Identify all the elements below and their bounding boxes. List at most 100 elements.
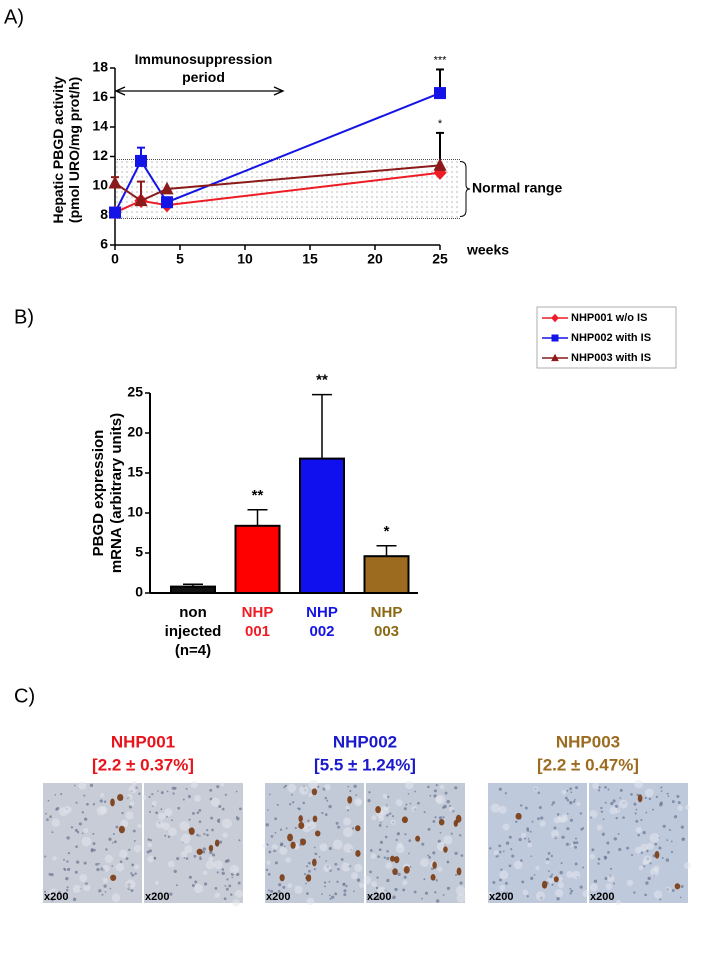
x-tick-label: 25: [432, 251, 448, 267]
nucleus: [128, 848, 131, 851]
nucleus: [655, 795, 659, 799]
nucleus: [433, 794, 437, 798]
cell-space: [104, 854, 114, 864]
nucleus: [551, 883, 554, 886]
nucleus: [335, 821, 339, 825]
nucleus: [671, 800, 675, 804]
cell-space: [557, 882, 565, 889]
nucleus: [50, 873, 54, 877]
nucleus: [340, 858, 344, 861]
nucleus: [347, 785, 350, 788]
cell-space: [490, 803, 501, 813]
nucleus: [130, 889, 134, 892]
nucleus: [45, 812, 47, 815]
nucleus: [226, 878, 229, 881]
cell-space: [498, 805, 507, 814]
cell-space: [592, 782, 599, 790]
cell-space: [332, 839, 343, 850]
nucleus: [329, 897, 332, 900]
x-tick-label: 5: [176, 251, 184, 267]
nucleus: [92, 803, 96, 806]
cell-space: [222, 832, 228, 838]
nucleus: [187, 794, 192, 799]
cell-space: [190, 780, 198, 789]
nucleus: [148, 795, 151, 799]
nucleus: [520, 859, 523, 862]
group-value: [2.2 ± 0.37%]: [92, 755, 194, 774]
nucleus: [375, 886, 379, 890]
nucleus: [529, 830, 532, 833]
nucleus: [121, 811, 124, 815]
cell-space: [634, 846, 642, 854]
nucleus: [323, 881, 327, 884]
nucleus: [397, 872, 401, 877]
nucleus: [97, 862, 100, 865]
y-tick-label: 12: [92, 147, 108, 163]
group-title: NHP002: [333, 732, 397, 751]
group-title: NHP003: [556, 732, 620, 751]
nucleus: [427, 854, 430, 857]
cell-space: [382, 794, 388, 799]
nucleus: [66, 860, 69, 863]
cell-space: [128, 785, 137, 794]
nucleus: [414, 790, 416, 793]
cell-space: [287, 783, 297, 793]
nucleus: [185, 857, 189, 860]
nucleus: [292, 801, 295, 804]
cell-space: [545, 859, 550, 865]
nucleus: [83, 794, 86, 797]
nucleus: [604, 876, 608, 881]
nucleus: [384, 835, 388, 839]
nucleus: [659, 898, 662, 901]
nucleus: [279, 828, 283, 831]
nucleus: [559, 870, 563, 875]
nucleus: [283, 845, 286, 848]
nucleus: [224, 793, 227, 796]
cell-space: [52, 856, 57, 861]
cell-space: [640, 843, 648, 852]
panel-label: B): [14, 306, 34, 328]
magnification: x200: [145, 891, 169, 903]
y-tick-label: 5: [135, 544, 143, 560]
cell-space: [308, 779, 319, 790]
nucleus: [397, 832, 400, 835]
nucleus: [383, 856, 386, 859]
nucleus: [49, 815, 52, 819]
nucleus: [223, 897, 227, 901]
cell-space: [456, 893, 466, 903]
cell-space: [487, 891, 493, 897]
nucleus: [199, 835, 201, 837]
nucleus: [626, 846, 630, 850]
nucleus: [108, 837, 112, 841]
legend-label: NHP001 w/o IS: [571, 312, 647, 324]
cell-space: [78, 781, 87, 790]
nucleus: [652, 808, 655, 811]
nucleus: [369, 870, 372, 874]
nucleus: [210, 816, 214, 820]
nucleus: [204, 882, 208, 886]
nucleus: [537, 817, 540, 820]
cell-space: [343, 843, 353, 854]
marker: [433, 158, 447, 171]
stained-cell: [110, 798, 115, 807]
nucleus: [526, 895, 529, 898]
nucleus: [225, 887, 229, 891]
cell-space: [279, 846, 288, 856]
nucleus: [230, 893, 233, 896]
cell-space: [646, 842, 654, 850]
nucleus: [89, 783, 94, 787]
micrograph: [363, 780, 466, 903]
nucleus: [221, 871, 225, 875]
nucleus: [169, 892, 173, 896]
cell-space: [342, 827, 353, 838]
bar: [363, 555, 410, 595]
legend-label: NHP003 with IS: [571, 352, 651, 364]
cell-space: [83, 827, 89, 833]
cell-space: [164, 808, 173, 817]
nucleus: [511, 854, 515, 858]
cell-space: [535, 865, 540, 870]
nucleus: [216, 785, 220, 789]
cell-space: [208, 856, 214, 862]
nucleus: [671, 889, 675, 892]
